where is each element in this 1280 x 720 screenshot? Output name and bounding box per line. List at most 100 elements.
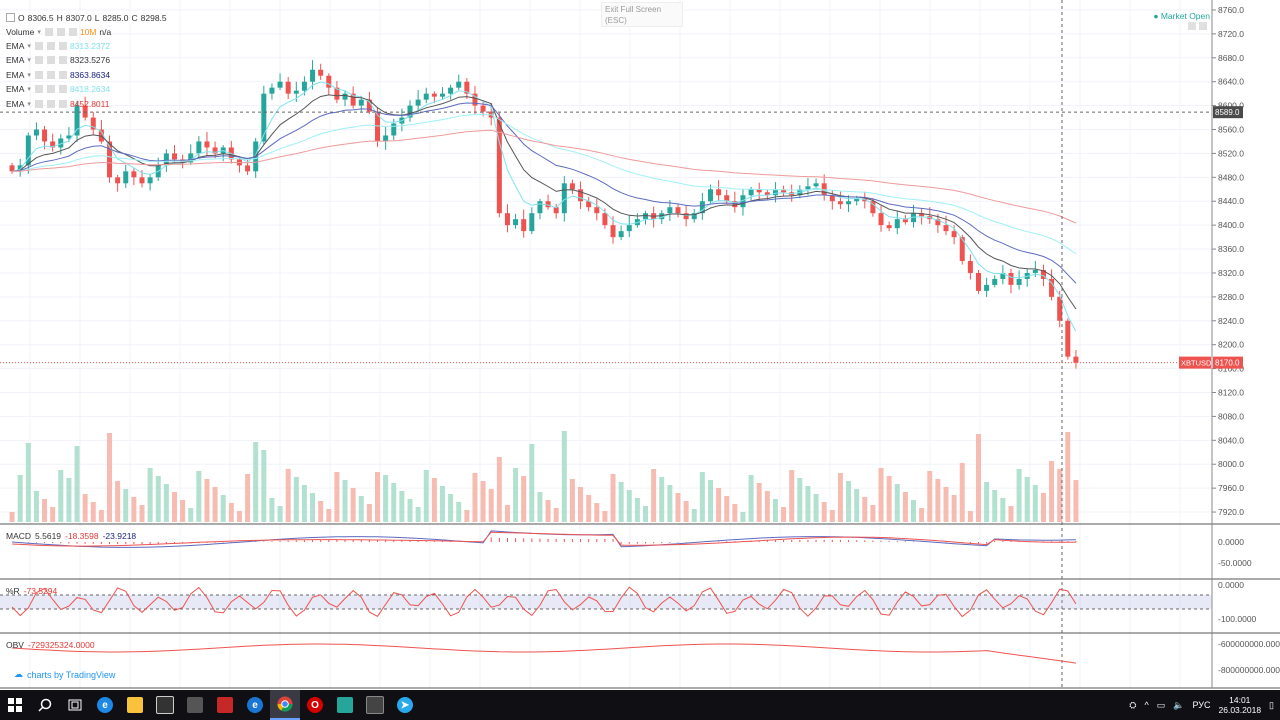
eye-icon[interactable] [34, 85, 43, 93]
ema-legend-row[interactable]: EMA ▾ 8452.8011 [6, 97, 110, 110]
close-icon[interactable] [58, 99, 67, 108]
ema-legend-row[interactable]: EMA ▾ 8363.8634 [6, 68, 110, 81]
language-indicator[interactable]: РУС [1192, 700, 1211, 710]
candle-body [17, 165, 23, 172]
telegram-icon[interactable]: ➤ [390, 690, 420, 720]
candle-body [870, 201, 876, 214]
collapse-icon[interactable] [6, 13, 15, 22]
candle-body [496, 117, 502, 214]
candle-body [675, 207, 681, 214]
eye-icon[interactable] [34, 70, 43, 79]
search-icon[interactable] [30, 690, 60, 720]
exit-fullscreen-tooltip[interactable]: Exit Full Screen (ESC) [601, 2, 683, 27]
dropdown-icon[interactable]: ▾ [27, 57, 31, 64]
ema-line [12, 129, 1077, 224]
dropdown-icon[interactable]: ▾ [27, 100, 31, 108]
eye-icon[interactable] [34, 99, 43, 108]
task-view-icon[interactable] [60, 690, 90, 720]
candle-body [553, 207, 559, 214]
network-icon[interactable]: ▭ [1156, 699, 1166, 710]
volume-bar [480, 481, 486, 522]
eye-icon[interactable] [34, 56, 43, 64]
volume-bar [716, 488, 722, 522]
candle-body [1065, 320, 1071, 357]
volume-bar [651, 469, 657, 522]
settings-icon[interactable] [46, 99, 55, 108]
paint-icon[interactable] [210, 690, 240, 720]
candle-body [667, 207, 673, 214]
ema-legend-row[interactable]: EMA ▾ 8323.5276 [6, 54, 110, 67]
close-icon[interactable] [58, 70, 67, 79]
volume-bar [821, 502, 827, 522]
pane-controls [1188, 22, 1207, 30]
opera-icon[interactable]: O [300, 690, 330, 720]
volume-bar [1073, 480, 1079, 522]
chrome-icon[interactable] [270, 690, 300, 720]
volume-bar [375, 472, 381, 522]
settings-icon[interactable] [46, 56, 55, 64]
volume-legend[interactable]: Volume ▾ 10M n/a [6, 25, 111, 38]
volume-bar [204, 479, 210, 522]
person-icon[interactable]: ⛭ [1129, 699, 1137, 710]
ie-icon[interactable]: e [240, 690, 270, 720]
ema-value: 8363.8634 [69, 69, 111, 80]
candle-body [919, 213, 925, 217]
price-tick-label: 7920.0 [1218, 507, 1244, 517]
crosshair-price-label: 8589.0 [1215, 108, 1240, 117]
volume-bar [1057, 469, 1063, 522]
candle-body [805, 186, 811, 190]
app-icon[interactable] [330, 690, 360, 720]
settings-icon[interactable] [56, 27, 65, 36]
chart-canvas[interactable]: 8760.0 8720.0 8680.0 8640.0 8600.0 8560.0 8520… [0, 0, 1280, 690]
start-icon[interactable] [0, 690, 30, 720]
ema-legend-row[interactable]: EMA ▾ 8313.2372 [6, 39, 110, 52]
volume-bar [919, 508, 925, 522]
settings-icon[interactable] [46, 85, 55, 93]
settings-icon[interactable] [46, 41, 55, 50]
pane-close-icon[interactable] [1199, 22, 1207, 30]
candle-body [878, 213, 884, 226]
ema-legend-row[interactable]: EMA ▾ 8418.2634 [6, 83, 110, 96]
volume-bar [805, 486, 811, 522]
candle-body [261, 93, 267, 142]
wr-legend[interactable]: %R -73.5294 [6, 586, 57, 596]
notification-icon[interactable]: ▯ [1269, 699, 1274, 710]
file-explorer-icon[interactable] [120, 690, 150, 720]
close-icon[interactable] [58, 41, 67, 50]
price-tick-label: 8320.0 [1218, 268, 1244, 278]
candle-body [423, 93, 429, 100]
close-icon[interactable] [58, 85, 67, 93]
obv-label: OBV [6, 640, 24, 650]
clock[interactable]: 14:01 26.03.2018 [1219, 695, 1262, 715]
tray-up-icon[interactable]: ^ [1144, 700, 1149, 710]
eye-icon[interactable] [34, 41, 43, 50]
obv-legend[interactable]: OBV -729325324.0000 [6, 640, 95, 650]
volume-bar [894, 484, 900, 522]
dropdown-icon[interactable]: ▾ [27, 42, 31, 50]
volume-bar [740, 512, 746, 522]
volume-bar [147, 468, 153, 522]
symbol-tag-label: XBTUSD [1181, 359, 1212, 368]
close-icon[interactable] [68, 27, 77, 36]
dropdown-icon[interactable]: ▾ [27, 86, 31, 93]
store-icon[interactable] [150, 690, 180, 720]
tradingview-branding[interactable]: ☁ charts by TradingView [14, 669, 115, 680]
dropdown-icon[interactable]: ▾ [27, 71, 31, 79]
price-tick-label: 8640.0 [1218, 77, 1244, 87]
settings-icon[interactable] [46, 70, 55, 79]
maximize-icon[interactable] [1188, 22, 1196, 30]
media-icon[interactable] [180, 690, 210, 720]
candle-body [732, 201, 738, 208]
candle-body [529, 213, 535, 232]
volume-icon[interactable]: 🔈 [1173, 699, 1185, 710]
volume-bar [245, 474, 251, 522]
calculator-icon[interactable] [360, 690, 390, 720]
edge-icon[interactable]: e [90, 690, 120, 720]
dropdown-icon[interactable]: ▾ [37, 28, 41, 36]
macd-legend[interactable]: MACD 5.5619 -18.3598 -23.9218 [6, 531, 136, 541]
ema-value: 8323.5276 [69, 55, 111, 65]
eye-icon[interactable] [44, 27, 53, 36]
close-icon[interactable] [58, 56, 67, 64]
chart-area[interactable]: 8760.0 8720.0 8680.0 8640.0 8600.0 8560.0 8520… [0, 0, 1280, 690]
volume-bar [1000, 498, 1006, 522]
